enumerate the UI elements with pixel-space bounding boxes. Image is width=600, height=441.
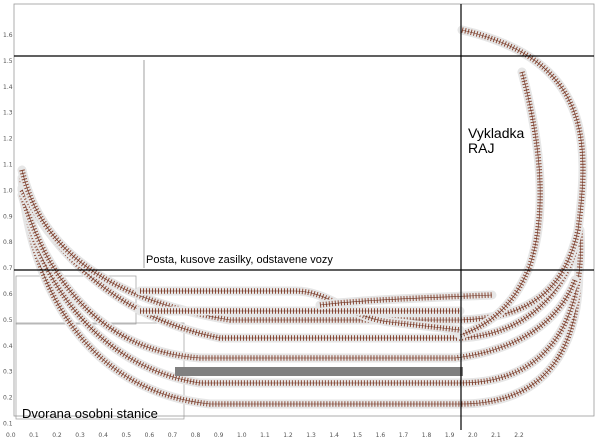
label-dvorana: Dvorana osobni stanice [22,406,158,421]
x-tick-label: 0.1 [29,432,39,439]
y-tick-label: 1.6 [3,32,13,39]
track-rail [21,177,580,405]
track-unloading-spur [455,67,545,340]
x-tick-label: 1.2 [283,432,293,439]
track-ballast [17,25,588,325]
track-rail [21,194,576,359]
y-tick-label: 1.0 [3,187,13,194]
track-main-2 [17,183,586,388]
track-rail [21,29,584,321]
y-tick-label: 1.5 [3,58,13,65]
y-tick-label: 1.1 [3,162,13,169]
track-main-1 [17,173,584,409]
x-tick-label: 0.8 [191,432,201,439]
x-tick-label: 2.2 [514,432,524,439]
x-tick-label: 1.0 [237,432,247,439]
y-tick-label: 0.7 [3,265,13,272]
x-tick-label: 0.7 [168,432,178,439]
x-tick-label: 0.2 [52,432,62,439]
y-tick-label: 0.9 [3,213,13,220]
x-tick-label: 1.5 [353,432,363,439]
x-tick-label: 0.4 [98,432,108,439]
track-layer [17,25,588,409]
x-tick-label: 1.3 [306,432,316,439]
track-siding-3 [315,290,497,310]
track-rail [21,187,581,384]
y-tick-label: 0.6 [3,291,13,298]
track-rail [319,294,493,306]
x-tick-label: 1.8 [422,432,432,439]
y-tick-label: 0.3 [3,369,13,376]
label-vykladka: Vykladka [468,125,525,141]
y-tick-label: 0.5 [3,317,13,324]
x-tick-label: 1.4 [329,432,339,439]
x-tick-label: 0.5 [122,432,132,439]
track-return-loop [17,25,588,325]
label-raj: RAJ [468,140,494,156]
x-axis-ticks: 0.0 0.1 0.2 0.3 0.4 0.5 0.6 0.7 0.8 0.9 1.0 1.1 1.2 1… [6,432,524,439]
y-axis-ticks: 1.6 1.5 1.4 1.3 1.2 1.1 1.0 0.9 0.8 0.7 0.6 0.5 0.4 0… [3,32,13,428]
x-tick-label: 0.0 [6,432,16,439]
x-tick-label: 0.3 [75,432,85,439]
x-tick-label: 1.6 [376,432,386,439]
track-main-3 [17,190,580,363]
x-tick-label: 0.9 [214,432,224,439]
track-ballast [315,290,497,310]
x-tick-label: 2.0 [468,432,478,439]
y-tick-label: 0.4 [3,343,13,350]
x-tick-label: 1.9 [445,432,455,439]
platform [175,367,463,376]
y-tick-label: 0.2 [3,395,13,402]
y-tick-label: 0.1 [3,421,13,428]
y-tick-label: 0.8 [3,239,13,246]
track-rail [459,71,541,336]
plan-frame [13,3,595,417]
y-tick-label: 1.3 [3,110,13,117]
label-posta: Posta, kusove zasilky, odstavene vozy [146,254,333,266]
y-tick-label: 1.4 [3,84,13,91]
x-tick-label: 0.6 [145,432,155,439]
x-tick-label: 1.1 [260,432,270,439]
x-tick-label: 2.1 [491,432,501,439]
x-tick-label: 1.7 [399,432,409,439]
y-tick-label: 1.2 [3,136,13,143]
